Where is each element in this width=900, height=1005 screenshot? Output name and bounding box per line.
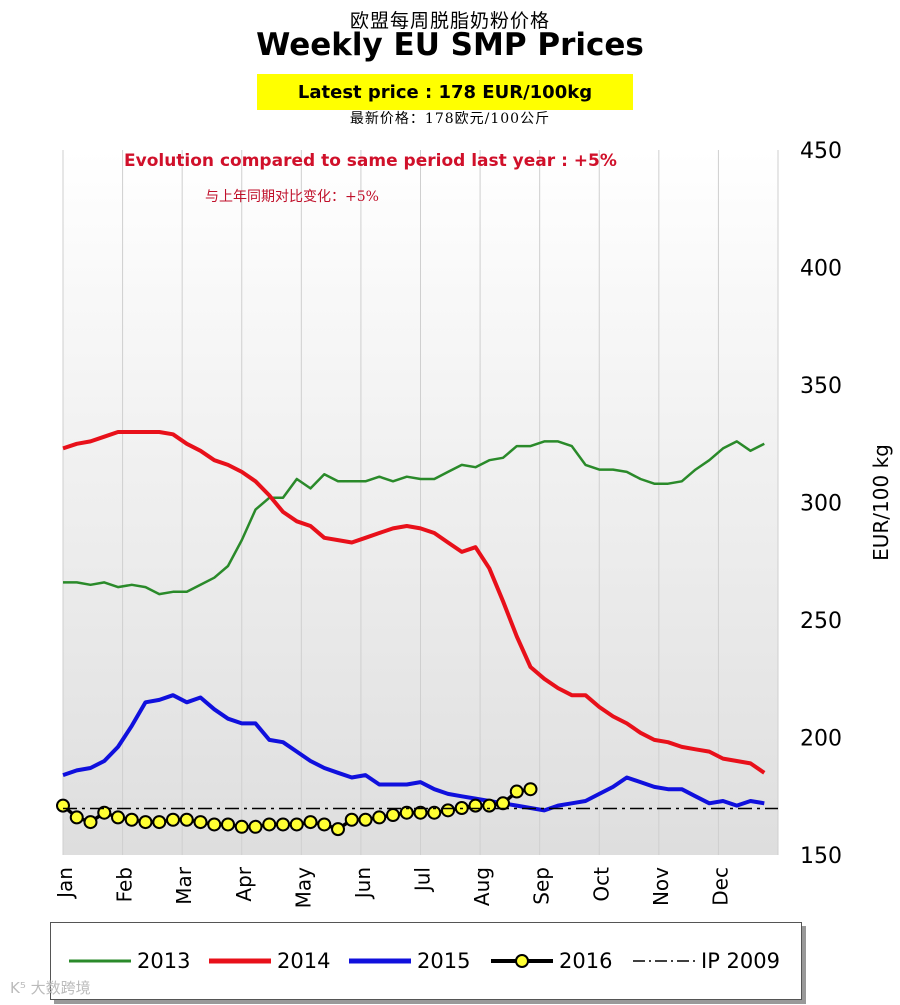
series-point-2016 — [331, 822, 345, 837]
weekly-smp-price-chart: 150 200 250 300 350 400 450 EUR/100 kg Jan Feb Mar… — [53, 139, 893, 908]
y-tick-label: 300 — [800, 492, 842, 517]
y-tick-label: 200 — [800, 727, 842, 752]
x-tick-label-jan: Jan — [53, 867, 77, 900]
series-point-2016 — [179, 812, 194, 827]
legend-item-2013: 2013 — [69, 949, 190, 973]
y-tick-label: 250 — [800, 609, 842, 634]
series-point-2016 — [372, 810, 387, 825]
series-point-2016 — [207, 817, 222, 832]
grid-lines — [62, 150, 779, 855]
legend-label-2013: 2013 — [137, 949, 191, 973]
series-point-2016 — [56, 798, 70, 813]
series-point-2016 — [344, 812, 359, 827]
axis-layer: 150 200 250 300 350 400 450 EUR/100 kg Jan Feb Mar… — [53, 139, 893, 908]
latest-price-text: Latest price : 178 EUR/100kg — [297, 81, 593, 103]
y-tick-label: 400 — [800, 257, 842, 282]
legend-item-2016: 2016 — [491, 949, 612, 973]
x-tick-label-mar: Mar — [172, 866, 196, 905]
legend-label-ip2009: IP 2009 — [701, 949, 780, 973]
x-tick-label-feb: Feb — [113, 867, 137, 902]
series-point-2016 — [496, 796, 510, 811]
legend-label-2014: 2014 — [277, 949, 331, 973]
series-point-2016 — [482, 798, 497, 813]
x-tick-label-may: May — [291, 867, 315, 909]
series-point-2016 — [427, 805, 442, 820]
chart-title-cn: 欧盟每周脱脂奶粉价格 — [349, 10, 550, 32]
legend-swatch-2016 — [491, 954, 553, 968]
series-point-2016 — [69, 810, 84, 825]
series-line-s2013 — [63, 440, 765, 596]
series-point-2016 — [509, 784, 524, 799]
x-tick-label-jun: Jun — [351, 867, 375, 900]
series-point-2016 — [152, 815, 167, 830]
legend-label-2016: 2016 — [559, 949, 613, 973]
series-point-2016 — [234, 819, 249, 834]
x-tick-label-aug: Aug — [470, 867, 494, 906]
y-axis-label: EUR/100 kg — [869, 444, 893, 561]
series-point-2016 — [193, 815, 208, 830]
series-point-2016 — [441, 803, 455, 818]
latest-price-cn: 最新价格：178欧元/100公斤 — [349, 111, 551, 127]
series-layer — [56, 430, 778, 837]
x-tick-label-sep: Sep — [530, 867, 554, 905]
series-line-s2015 — [62, 693, 765, 813]
x-tick-label-nov: Nov — [649, 867, 673, 906]
y-tick-label: 350 — [800, 374, 842, 399]
series-point-2016 — [248, 819, 263, 834]
series-point-2016 — [111, 810, 125, 825]
series-point-2016 — [358, 812, 373, 827]
legend-swatch-2013 — [69, 959, 131, 963]
series-point-2016 — [276, 817, 290, 832]
chart-legend: 2013 2014 2015 2016 IP 2009 — [50, 922, 802, 1000]
series-point-2016 — [124, 812, 139, 827]
series-point-2016 — [97, 805, 112, 820]
series-point-2016 — [468, 798, 483, 813]
series-point-2016 — [221, 817, 235, 832]
series-point-2016 — [83, 815, 98, 830]
series-point-2016 — [523, 782, 538, 797]
series-point-2016 — [289, 817, 304, 832]
watermark-logo: K⁵ 大数跨境 — [10, 979, 91, 997]
series-point-2016 — [399, 805, 414, 820]
x-tick-label-apr: Apr — [232, 866, 256, 901]
x-tick-label-oct: Oct — [589, 867, 613, 902]
x-tick-label-dec: Dec — [708, 867, 732, 906]
legend-item-2014: 2014 — [209, 949, 330, 973]
legend-swatch-ip2009 — [633, 960, 695, 962]
evolution-note-cn: 与上年同期对比变化：+5% — [205, 189, 379, 205]
legend-label-2015: 2015 — [417, 949, 471, 973]
series-line-s2014 — [62, 430, 766, 775]
legend-item-ip2009: IP 2009 — [633, 949, 780, 973]
series-point-2016 — [262, 817, 277, 832]
series-point-2016 — [303, 815, 318, 830]
legend-swatch-2015 — [349, 958, 411, 964]
evolution-note: Evolution compared to same period last y… — [124, 151, 617, 171]
legend-item-2015: 2015 — [349, 949, 470, 973]
series-point-2016 — [138, 815, 153, 830]
chart-title: Weekly EU SMP Prices — [256, 27, 644, 63]
x-tick-label-jul: Jul — [411, 867, 435, 893]
series-point-2016 — [413, 805, 428, 820]
legend-swatch-2014 — [209, 958, 271, 964]
y-tick-label: 450 — [800, 139, 842, 164]
series-point-2016 — [386, 808, 400, 823]
series-point-2016 — [317, 817, 332, 832]
series-point-2016 — [166, 812, 180, 827]
y-tick-label: 150 — [800, 844, 842, 869]
latest-price-banner: Latest price : 178 EUR/100kg — [257, 74, 633, 110]
